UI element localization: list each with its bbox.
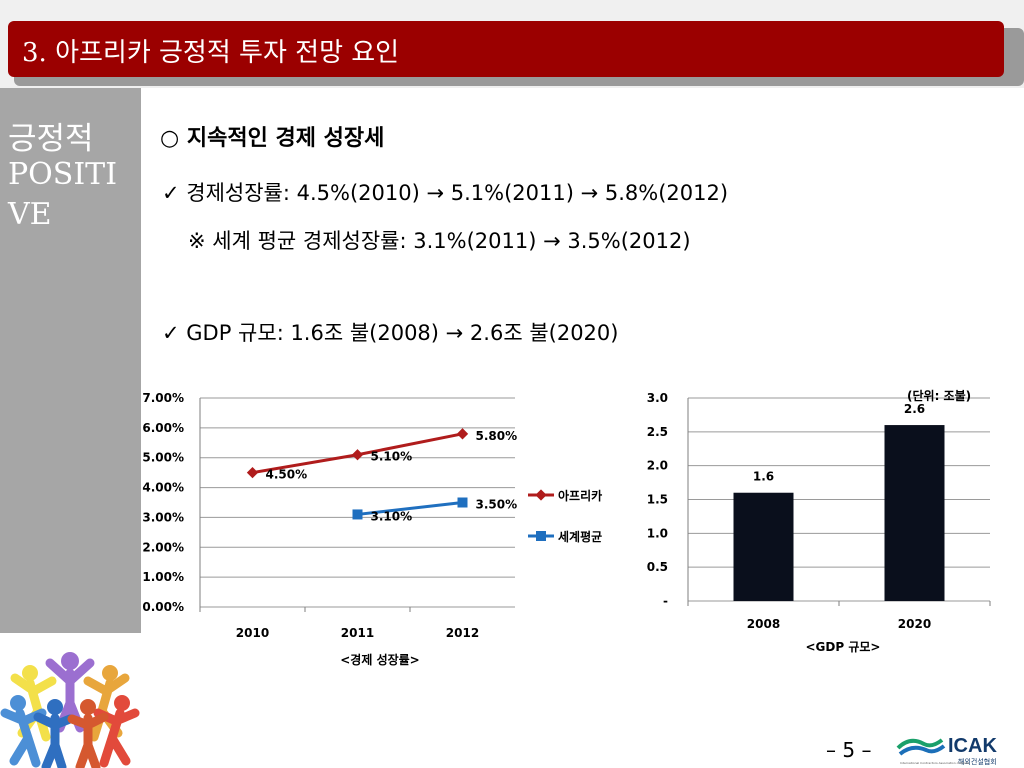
- legend-marker: [535, 489, 547, 501]
- bar: [884, 425, 945, 601]
- legend-label: 세계평균: [558, 529, 602, 544]
- bullet-growth-rate: ✓ 경제성장률: 4.5%(2010) → 5.1%(2011) → 5.8%(…: [162, 181, 729, 205]
- x-tick-label: 2010: [236, 626, 269, 640]
- y-tick-label: 0.5: [647, 560, 668, 574]
- chart-caption: <GDP 규모>: [806, 640, 881, 654]
- x-tick-label: 2011: [341, 626, 374, 640]
- y-tick-label: 1.5: [647, 493, 668, 507]
- logo-subtext-korean: 해외건설협회: [958, 757, 997, 766]
- y-tick-label: 2.00%: [142, 540, 184, 554]
- x-tick-label: 2012: [446, 626, 479, 640]
- data-point: [352, 509, 363, 520]
- y-tick-label: 7.00%: [142, 391, 184, 405]
- y-tick-label: 4.00%: [142, 481, 184, 495]
- logo-text: ICAK: [948, 735, 997, 757]
- unit-note: (단위: 조불): [907, 388, 971, 403]
- logo-subtext-english: International Contractors Association of…: [900, 761, 969, 765]
- data-point: [351, 449, 364, 461]
- section-heading: ○ 지속적인 경제 성장세: [160, 126, 385, 151]
- data-label: 3.10%: [371, 509, 413, 523]
- legend-marker: [536, 531, 546, 541]
- x-tick-label: 2008: [747, 617, 780, 631]
- x-tick-label: 2020: [898, 617, 931, 631]
- y-tick-label: 1.00%: [142, 570, 184, 584]
- data-point: [456, 428, 469, 440]
- y-tick-label: -: [663, 594, 668, 608]
- bullet-gdp: ✓ GDP 규모: 1.6조 불(2008) → 2.6조 불(2020): [162, 321, 619, 345]
- y-tick-label: 2.0: [647, 459, 668, 473]
- title-bar: [8, 21, 1004, 77]
- data-point: [246, 466, 259, 479]
- bar: [733, 492, 794, 601]
- chart-caption: <경제 성장률>: [340, 653, 420, 667]
- y-tick-label: 3.00%: [142, 510, 184, 524]
- data-label: 5.80%: [476, 429, 518, 443]
- y-tick-label: 0.00%: [142, 600, 184, 614]
- side-label-korean: 긍정적: [8, 121, 94, 157]
- y-tick-label: 3.0: [647, 391, 668, 405]
- legend-label: 아프리카: [558, 488, 602, 503]
- side-label-english: POSITIVE: [8, 157, 118, 232]
- data-label: 5.10%: [371, 450, 413, 464]
- data-label: 4.50%: [266, 468, 308, 482]
- people-circle-image: [0, 633, 141, 768]
- page-number: – 5 –: [826, 738, 872, 762]
- data-point: [457, 497, 468, 508]
- data-label: 3.50%: [476, 498, 518, 512]
- icak-logo-icon: ICAK 해외건설협회 International Contractors As…: [896, 735, 997, 766]
- data-label: 2.6: [904, 402, 925, 416]
- y-tick-label: 1.0: [647, 526, 668, 540]
- y-tick-label: 5.00%: [142, 451, 184, 465]
- bullet-world-average: ※ 세계 평균 경제성장률: 3.1%(2011) → 3.5%(2012): [188, 229, 691, 253]
- data-label: 1.6: [753, 470, 774, 484]
- slide-title: 3. 아프리카 긍정적 투자 전망 요인: [22, 38, 400, 68]
- series-line-1: [357, 501, 463, 516]
- y-tick-label: 2.5: [647, 425, 668, 439]
- y-tick-label: 6.00%: [142, 421, 184, 435]
- side-panel: [0, 88, 141, 633]
